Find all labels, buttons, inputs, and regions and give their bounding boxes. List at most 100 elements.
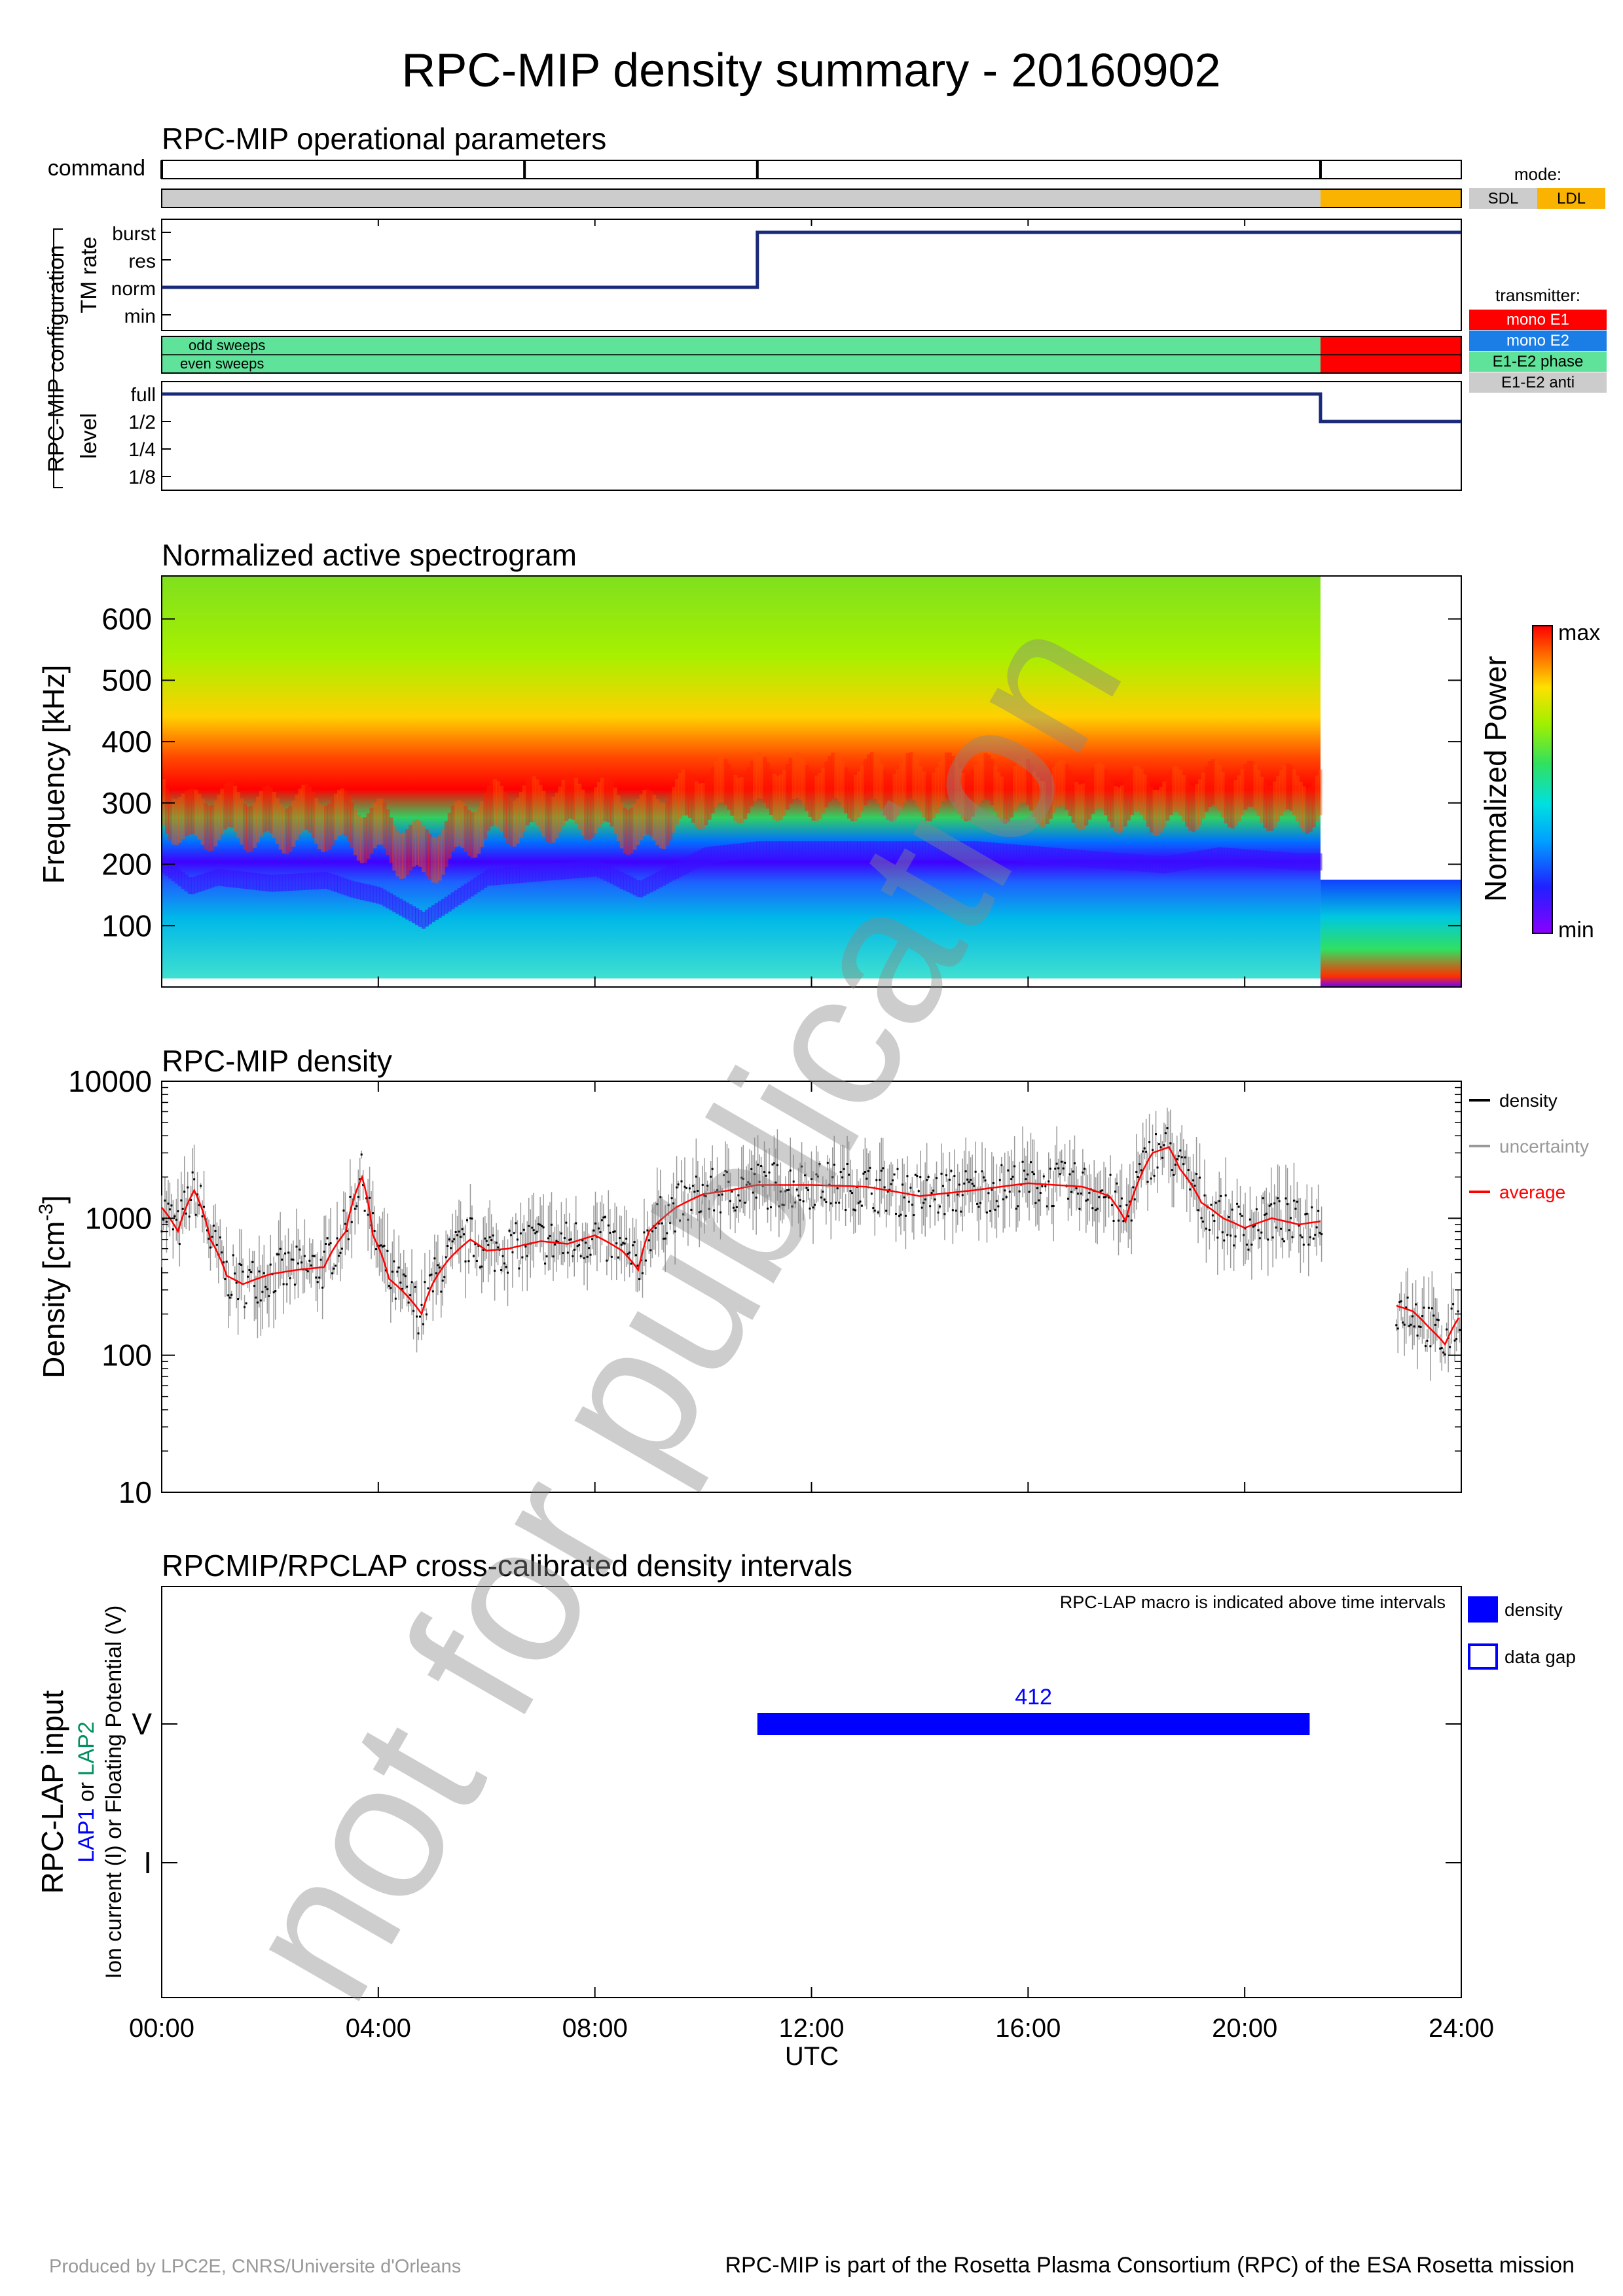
- density-point: [424, 1281, 426, 1283]
- density-point: [381, 1246, 384, 1248]
- density-point: [167, 1202, 170, 1205]
- spectrogram-streak: [555, 863, 559, 880]
- spectrogram-streak: [740, 777, 744, 823]
- density-point: [183, 1191, 186, 1193]
- density-point: [867, 1170, 869, 1172]
- density-point: [593, 1229, 595, 1232]
- density-point: [1296, 1200, 1298, 1203]
- density-point: [1247, 1248, 1250, 1251]
- density-point: [1018, 1190, 1021, 1193]
- command-track: [161, 160, 1462, 179]
- density-point: [475, 1259, 478, 1262]
- density-point: [255, 1296, 257, 1299]
- spectrogram-streak: [993, 765, 998, 812]
- spectrogram-streak: [431, 836, 435, 883]
- density-point: [1139, 1163, 1141, 1166]
- spectrogram-streak: [574, 778, 579, 824]
- density-point: [1010, 1178, 1013, 1181]
- spectrogram-streak: [909, 752, 913, 798]
- density-point: [813, 1204, 816, 1206]
- spectrogram-streak: [646, 877, 650, 895]
- density-point: [1252, 1225, 1254, 1228]
- spectrogram-streak: [824, 761, 829, 808]
- density-point: [1042, 1175, 1045, 1177]
- density-point: [356, 1205, 358, 1208]
- spectrogram-streak: [665, 867, 670, 884]
- density-point: [932, 1189, 935, 1192]
- density-point: [234, 1272, 236, 1275]
- spectrogram-streak: [1178, 853, 1183, 871]
- density-point: [297, 1262, 299, 1265]
- density-point: [1436, 1318, 1438, 1321]
- density-point: [308, 1259, 311, 1262]
- spectrogram-streak: [740, 843, 744, 861]
- density-point: [279, 1247, 282, 1250]
- spectrogram-streak: [1204, 766, 1209, 812]
- density-point: [654, 1227, 657, 1229]
- density-point: [1008, 1191, 1011, 1193]
- density-point: [264, 1285, 267, 1288]
- spectrogram-streak: [1078, 850, 1082, 867]
- density-point: [487, 1244, 490, 1246]
- density-point: [1429, 1345, 1432, 1348]
- density-point: [789, 1169, 792, 1172]
- density-point: [1243, 1234, 1245, 1236]
- spectrogram-streak: [1159, 856, 1163, 874]
- spectrogram-streak: [792, 753, 796, 800]
- spectrogram-streak: [970, 841, 975, 859]
- spectrogram-streak: [1091, 851, 1095, 869]
- density-point: [373, 1229, 376, 1232]
- density-point: [750, 1168, 753, 1170]
- spectrogram-streak: [506, 797, 510, 844]
- spectrogram-streak: [977, 841, 981, 859]
- spectrogram-streak: [1220, 847, 1225, 865]
- density-point: [397, 1266, 400, 1269]
- spectrogram-streak: [1055, 762, 1059, 808]
- density-point: [1135, 1171, 1138, 1174]
- spectrogram-streak: [1123, 780, 1127, 827]
- density-point: [943, 1213, 946, 1215]
- spectrogram-streak: [356, 814, 361, 861]
- density-point: [545, 1255, 548, 1258]
- spectrogram-streak: [503, 867, 507, 885]
- density-point: [788, 1189, 790, 1191]
- spectrogram-streak: [1227, 781, 1231, 828]
- density-point: [390, 1287, 392, 1289]
- density-point: [924, 1198, 926, 1201]
- density-point: [1044, 1185, 1047, 1188]
- spectrogram-streak: [1263, 782, 1267, 829]
- spectrogram-streak: [571, 774, 575, 820]
- density-point: [619, 1237, 621, 1240]
- density-point: [347, 1238, 350, 1240]
- spectrogram-streak: [600, 862, 604, 880]
- spectrogram-streak: [314, 872, 319, 889]
- spectrogram-streak: [756, 841, 761, 859]
- spectrogram-streak: [265, 874, 270, 891]
- spectrogram-streak: [467, 810, 471, 856]
- spectrogram-streak: [626, 875, 630, 893]
- density-point: [321, 1286, 324, 1289]
- density-point: [172, 1228, 174, 1230]
- density-point: [191, 1171, 194, 1174]
- spectrogram-streak: [324, 806, 329, 852]
- density-y-tick-label: 10: [119, 1475, 152, 1509]
- mode-legend-swatch: [1469, 188, 1537, 209]
- density-point: [230, 1293, 233, 1296]
- spectrogram-streak: [457, 800, 462, 846]
- density-point: [612, 1230, 615, 1233]
- spectrogram-streak: [191, 877, 195, 895]
- spectrogram-streak: [935, 767, 939, 814]
- spectrogram-streak: [957, 768, 962, 814]
- density-point: [1176, 1158, 1178, 1160]
- spectrogram-streak: [561, 780, 566, 826]
- spectrogram-streak: [723, 844, 728, 862]
- spectrogram-streak: [928, 775, 933, 821]
- spectrogram-streak: [866, 841, 871, 859]
- density-point: [1417, 1325, 1420, 1328]
- density-point: [454, 1231, 457, 1234]
- time-tick-label: 00:00: [129, 2014, 194, 2043]
- spectrogram-streak: [168, 861, 172, 879]
- density-point: [1152, 1149, 1154, 1151]
